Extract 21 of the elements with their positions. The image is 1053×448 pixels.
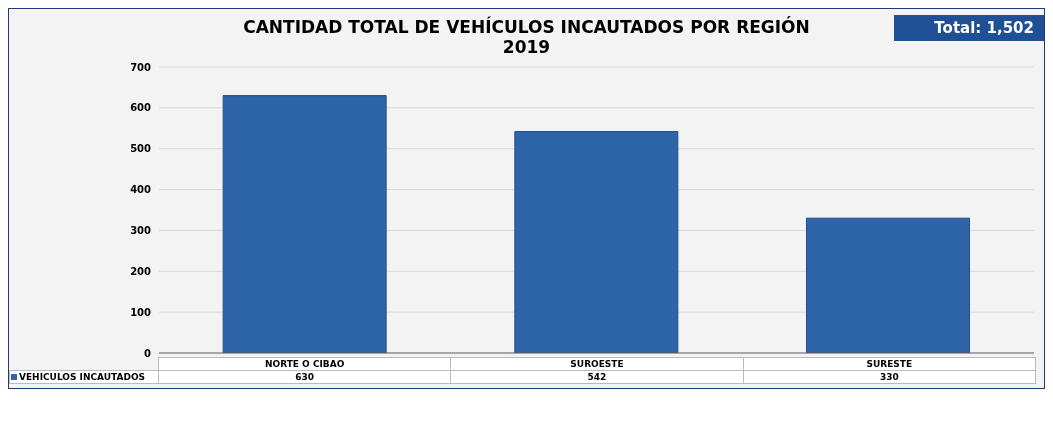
y-tick-label: 500 [130,143,152,155]
x-tick-label: SURESTE [743,357,1036,371]
x-tick-label: SUROESTE [450,357,744,371]
data-label: 542 [450,370,744,384]
data-label: 330 [743,370,1036,384]
bar [222,95,387,353]
y-tick-label: 700 [130,61,152,73]
y-tick-label: 400 [130,184,152,196]
chart-title: CANTIDAD TOTAL DE VEHÍCULOS INCAUTADOS POR REGIÓN [243,17,810,37]
text: Total: 1,502 [894,15,1044,41]
y-tick-label: 200 [130,265,152,277]
y-tick-label: 600 [130,102,152,114]
legend-label: VEHICULOS INCAUTADOS [9,370,159,384]
data-label: 630 [158,370,451,384]
chart-subtitle: 2019 [501,37,552,57]
y-tick-label: 100 [130,306,152,318]
y-tick-label: 0 [144,347,152,359]
y-tick-label: 300 [130,224,152,236]
bar [514,131,679,353]
bar [806,217,970,353]
x-tick-label: NORTE O CIBAO [158,357,451,371]
